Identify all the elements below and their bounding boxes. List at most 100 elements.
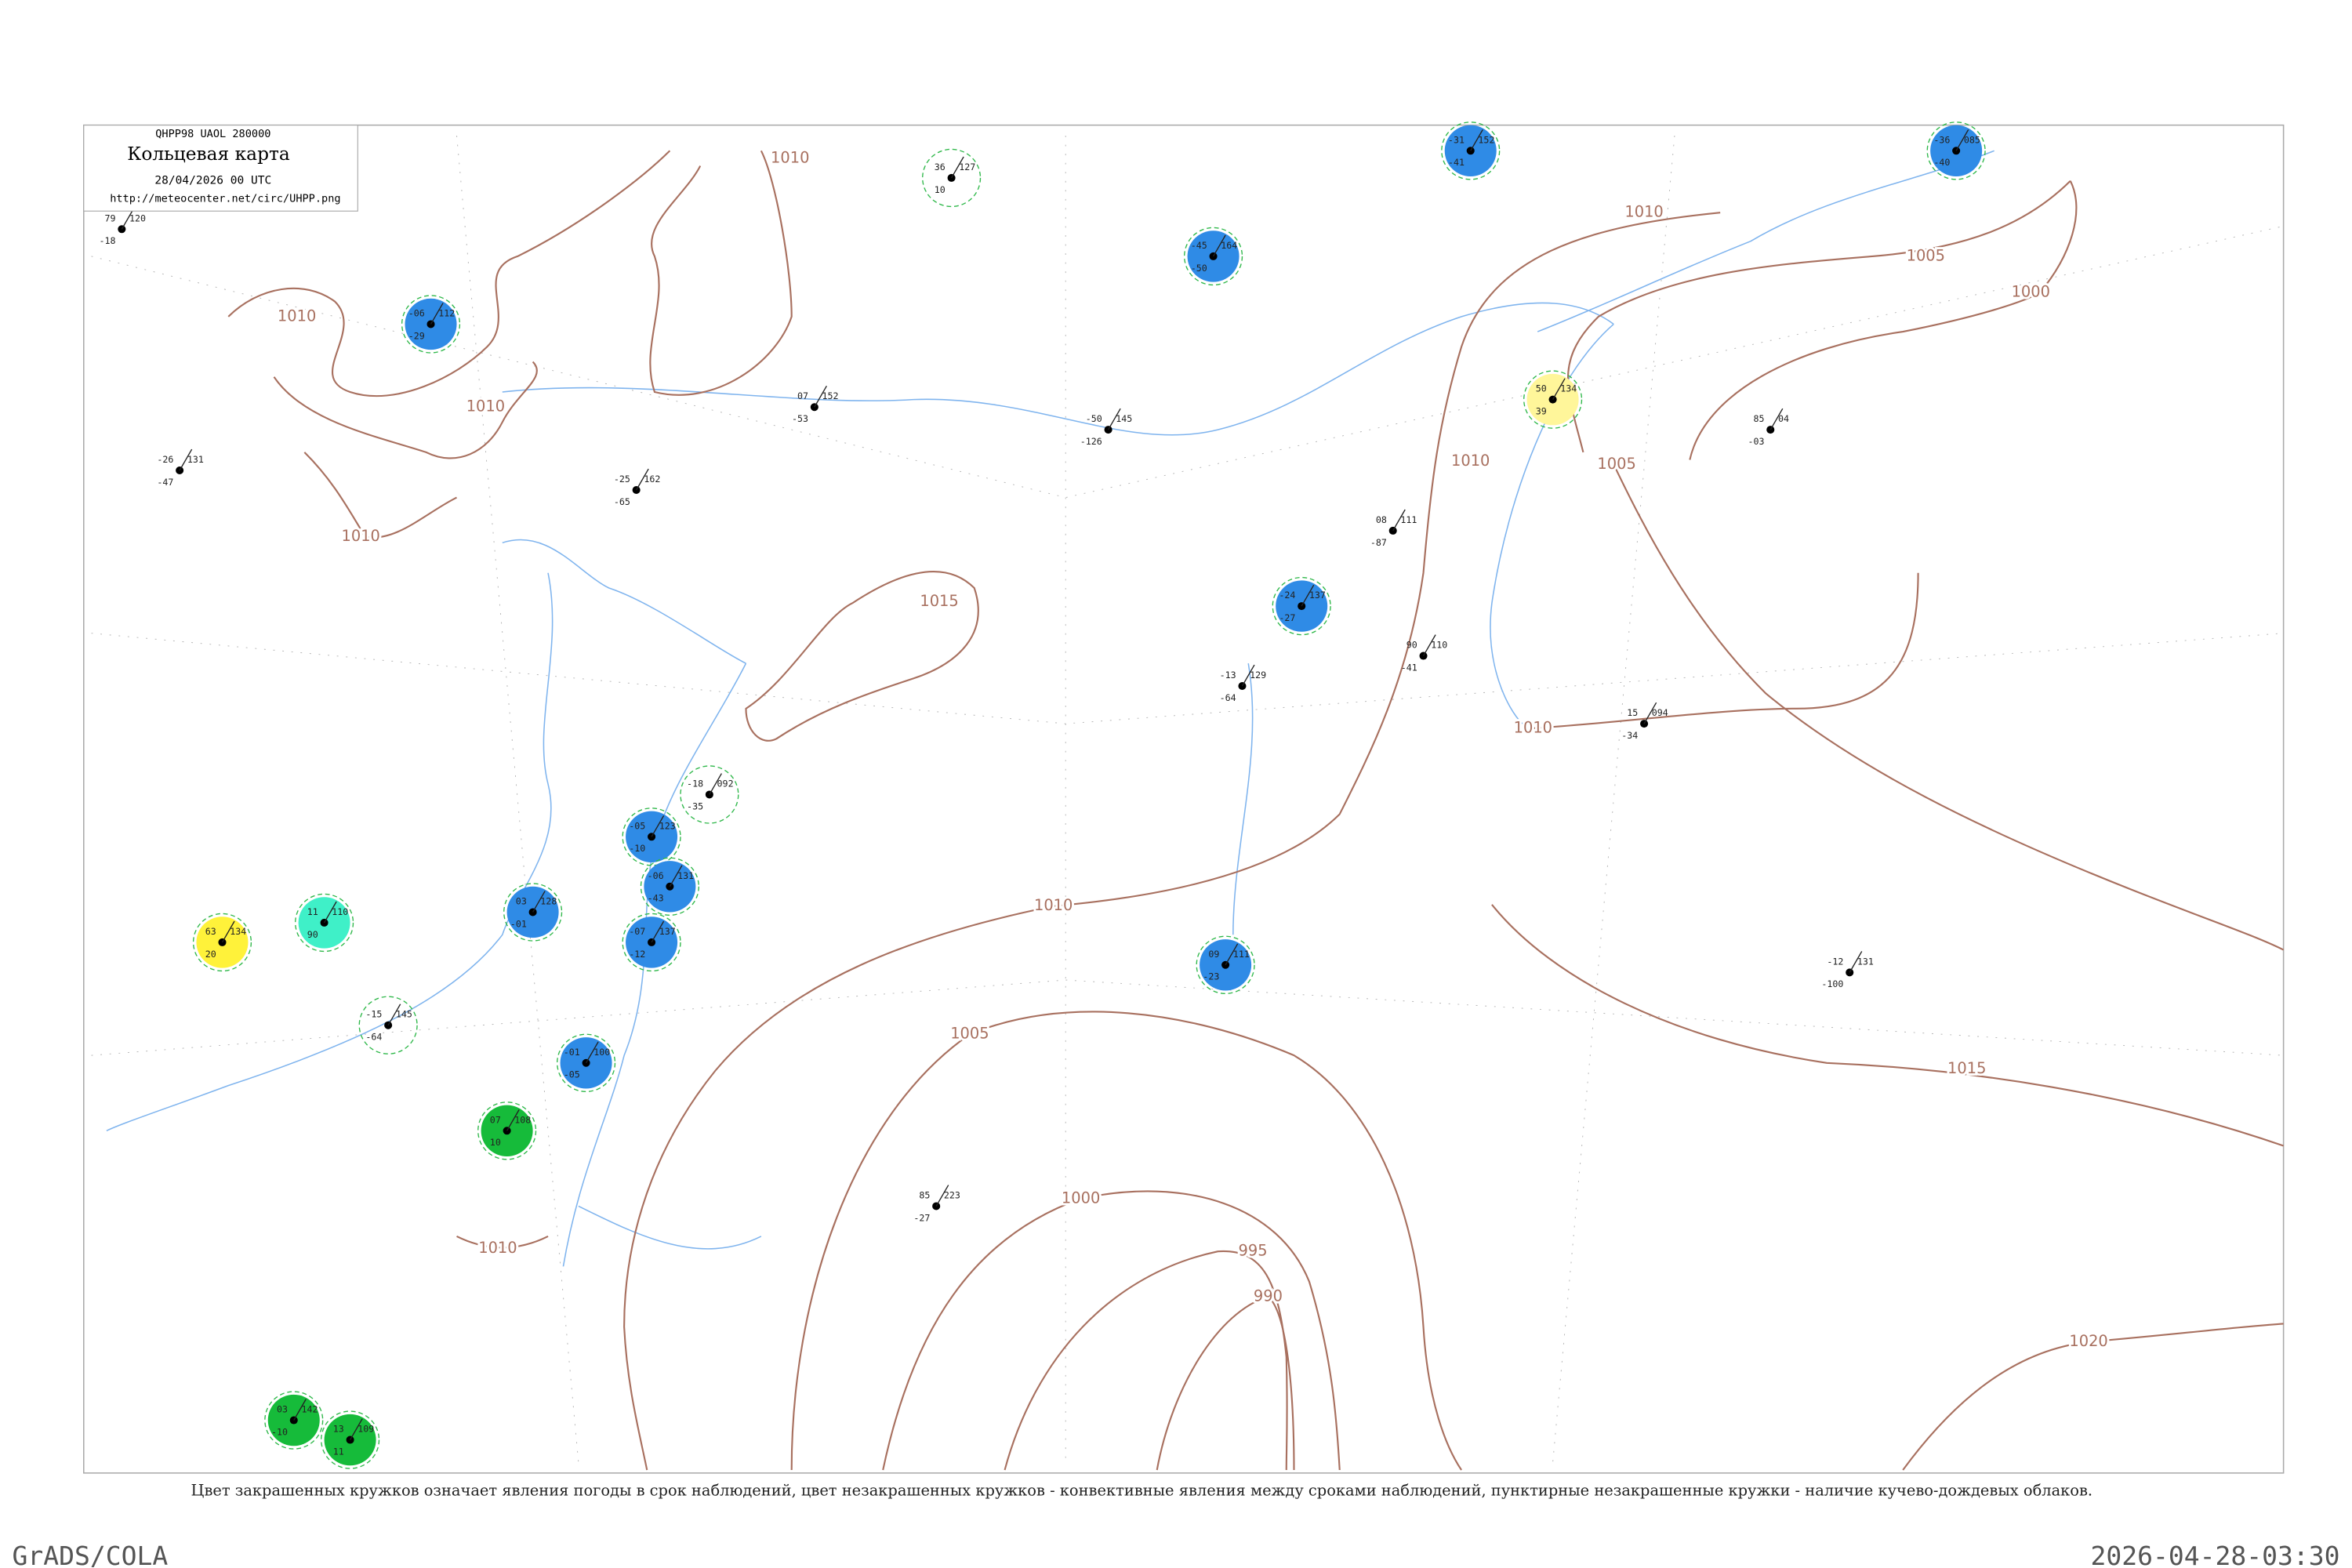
station: 03 128 -01 bbox=[503, 883, 563, 942]
isobar-label: 1020 bbox=[2069, 1332, 2107, 1350]
wind-barb bbox=[1470, 129, 1483, 151]
station: -01 100 -05 bbox=[557, 1033, 616, 1092]
isobar-label: 990 bbox=[1254, 1287, 1283, 1305]
header-box bbox=[83, 125, 358, 212]
station-temp: -05 bbox=[629, 820, 645, 831]
station-dew: -47 bbox=[157, 477, 173, 488]
isobar-label: 1015 bbox=[1947, 1059, 1986, 1077]
station-ring bbox=[192, 913, 252, 972]
station-pressure: 127 bbox=[959, 162, 975, 172]
station-pressure: 131 bbox=[187, 454, 204, 465]
station-temp: 50 bbox=[1536, 383, 1547, 394]
footer-right: 2026-04-28-03:30 bbox=[2091, 1541, 2340, 1568]
station-dot bbox=[528, 908, 537, 916]
isobar-label: 1005 bbox=[1597, 455, 1635, 473]
station: -05 123 -10 bbox=[622, 808, 681, 866]
station-pressure: 131 bbox=[677, 870, 694, 881]
station-dew: -23 bbox=[1203, 971, 1219, 982]
isobar-label: 1000 bbox=[2012, 283, 2050, 301]
station-dew: -41 bbox=[1401, 662, 1417, 673]
wind-barb bbox=[221, 920, 235, 943]
station-dew: -64 bbox=[365, 1032, 382, 1043]
station: 50 134 39 bbox=[1523, 370, 1583, 429]
station-pressure: 085 bbox=[1964, 134, 1980, 145]
station-pressure: 109 bbox=[358, 1424, 374, 1435]
wind-barb bbox=[636, 468, 649, 491]
station: 13 109 11 bbox=[321, 1410, 380, 1469]
station-dot bbox=[346, 1436, 354, 1444]
station-temp: 79 bbox=[105, 212, 116, 223]
station-dew: -53 bbox=[792, 413, 808, 424]
header-code: QHPP98 UAOL 280000 bbox=[155, 128, 270, 140]
map-frame bbox=[83, 124, 2285, 1474]
station-temp: -50 bbox=[1086, 413, 1102, 424]
wind-barb bbox=[651, 815, 665, 837]
station-pressure: 110 bbox=[1431, 640, 1447, 651]
station-temp: 09 bbox=[1208, 949, 1219, 960]
station-temp: 15 bbox=[1627, 707, 1638, 718]
station: 11 110 90 bbox=[295, 893, 354, 953]
station-dew: -01 bbox=[510, 918, 527, 929]
station-temp: -15 bbox=[365, 1009, 382, 1020]
station-dot bbox=[289, 1416, 298, 1425]
station-ring bbox=[557, 1033, 616, 1092]
station-dew: -40 bbox=[1933, 157, 1950, 168]
station-pressure: 100 bbox=[593, 1047, 610, 1058]
station-dot bbox=[320, 918, 328, 927]
station-temp: -36 bbox=[1933, 134, 1950, 145]
station: -13 129 -64 bbox=[1220, 664, 1266, 703]
wind-barb bbox=[1849, 951, 1863, 973]
station-dew: -10 bbox=[271, 1426, 288, 1437]
wind-barb bbox=[935, 1185, 949, 1207]
station-ring bbox=[1196, 935, 1255, 994]
wind-barb bbox=[1108, 408, 1121, 430]
isobar-label: 1000 bbox=[1062, 1189, 1100, 1207]
station-dot bbox=[666, 882, 674, 891]
station-pressure: 164 bbox=[1221, 240, 1237, 251]
station-temp: 08 bbox=[1376, 514, 1387, 525]
station-temp: -07 bbox=[629, 926, 645, 937]
station-temp: -06 bbox=[648, 870, 664, 881]
station-dew: -34 bbox=[1621, 730, 1638, 741]
station-temp: 13 bbox=[333, 1424, 344, 1435]
station-pressure: 094 bbox=[1652, 707, 1668, 718]
station-pressure: 112 bbox=[438, 308, 455, 319]
wind-barb bbox=[651, 920, 665, 943]
station-temp: 90 bbox=[1406, 640, 1417, 651]
isobar-label: 1010 bbox=[1624, 203, 1663, 221]
station: -36 085 -40 bbox=[1926, 122, 1986, 180]
station-dew: -05 bbox=[564, 1069, 580, 1080]
station-dew: -10 bbox=[629, 843, 645, 854]
station-ring bbox=[640, 857, 699, 916]
station-dew: -12 bbox=[629, 949, 645, 960]
station: 36 127 10 bbox=[922, 148, 982, 208]
station-dot bbox=[218, 938, 227, 946]
station-pressure: 142 bbox=[301, 1404, 318, 1415]
station: -50 145 -126 bbox=[1080, 408, 1132, 447]
wind-barb bbox=[1301, 584, 1315, 607]
wind-barb bbox=[669, 865, 683, 887]
station-pressure: 223 bbox=[944, 1190, 960, 1201]
station-pressure: 111 bbox=[1233, 949, 1250, 960]
station-ring bbox=[321, 1410, 380, 1469]
station-pressure: 131 bbox=[1857, 956, 1874, 967]
station-temp: -13 bbox=[1220, 670, 1236, 681]
station-dew: 10 bbox=[490, 1137, 501, 1148]
station: -12 131 -100 bbox=[1821, 951, 1874, 989]
station-pressure: 108 bbox=[514, 1114, 531, 1125]
station-pressure: 092 bbox=[717, 779, 734, 789]
station-dew: -100 bbox=[1821, 978, 1843, 989]
graticule bbox=[91, 136, 2284, 1463]
station: -06 112 -29 bbox=[401, 295, 461, 354]
station-ring bbox=[622, 808, 681, 866]
station-dot bbox=[1548, 395, 1557, 404]
isobar-label: 1015 bbox=[920, 592, 958, 610]
station-ring bbox=[1926, 122, 1986, 180]
wind-barb bbox=[1225, 943, 1239, 966]
station-ring bbox=[477, 1102, 537, 1160]
station-dew: -126 bbox=[1080, 436, 1102, 447]
stations: -06 112 -29 -31 152 -41 -36 085 -40 -45 164 -50 -24 1… bbox=[100, 122, 1986, 1469]
header-title: Кольцевая карта bbox=[127, 143, 290, 165]
wind-barb bbox=[532, 891, 546, 913]
station: 07 152 -53 bbox=[792, 385, 839, 424]
